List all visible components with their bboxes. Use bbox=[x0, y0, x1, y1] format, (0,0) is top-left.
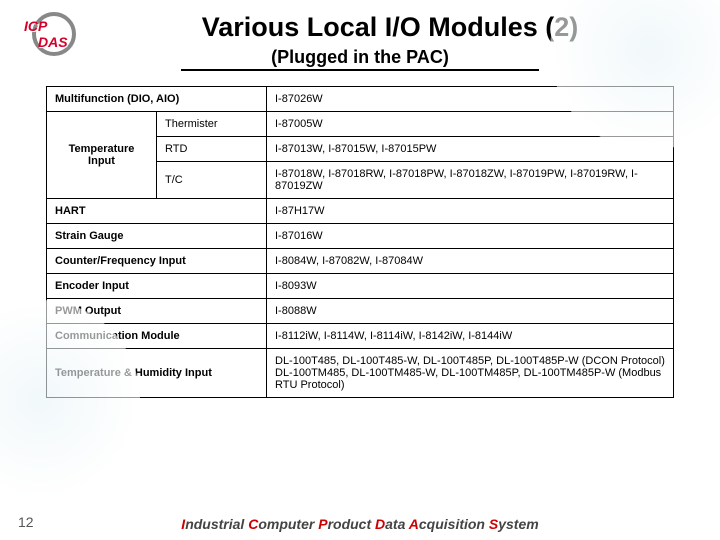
row-label: Multifunction (DIO, AIO) bbox=[47, 87, 267, 112]
table-row: Temperature & Humidity Input DL-100T485,… bbox=[47, 349, 674, 398]
row-value: I-87H17W bbox=[267, 199, 674, 224]
table-row: Communication Module I-8112iW, I-8114W, … bbox=[47, 324, 674, 349]
row-sublabel: T/C bbox=[157, 162, 267, 199]
row-group-label: Temperature Input bbox=[47, 112, 157, 199]
logo: ICP DAS bbox=[10, 8, 100, 60]
table-row: Strain Gauge I-87016W bbox=[47, 224, 674, 249]
module-table: Multifunction (DIO, AIO) I-87026W Temper… bbox=[46, 86, 674, 398]
table-row: HART I-87H17W bbox=[47, 199, 674, 224]
row-label: Strain Gauge bbox=[47, 224, 267, 249]
row-sublabel: Thermister bbox=[157, 112, 267, 137]
footer-tagline: Industrial Computer Product Data Acquisi… bbox=[0, 516, 720, 532]
page-number: 12 bbox=[18, 514, 34, 530]
row-label: Counter/Frequency Input bbox=[47, 249, 267, 274]
row-value: I-8088W bbox=[267, 299, 674, 324]
row-label: Encoder Input bbox=[47, 274, 267, 299]
logo-text-line1: ICP bbox=[24, 18, 47, 34]
table-row: PWM Output I-8088W bbox=[47, 299, 674, 324]
row-value: I-8093W bbox=[267, 274, 674, 299]
row-value: I-8112iW, I-8114W, I-8114iW, I-8142iW, I… bbox=[267, 324, 674, 349]
table-row: Encoder Input I-8093W bbox=[47, 274, 674, 299]
row-value: DL-100T485, DL-100T485-W, DL-100T485P, D… bbox=[267, 349, 674, 398]
row-sublabel: RTD bbox=[157, 137, 267, 162]
table-row: Counter/Frequency Input I-8084W, I-87082… bbox=[47, 249, 674, 274]
row-value: I-8084W, I-87082W, I-87084W bbox=[267, 249, 674, 274]
row-value: I-87018W, I-87018RW, I-87018PW, I-87018Z… bbox=[267, 162, 674, 199]
logo-text-line2: DAS bbox=[38, 34, 68, 50]
row-value: I-87016W bbox=[267, 224, 674, 249]
row-label: HART bbox=[47, 199, 267, 224]
